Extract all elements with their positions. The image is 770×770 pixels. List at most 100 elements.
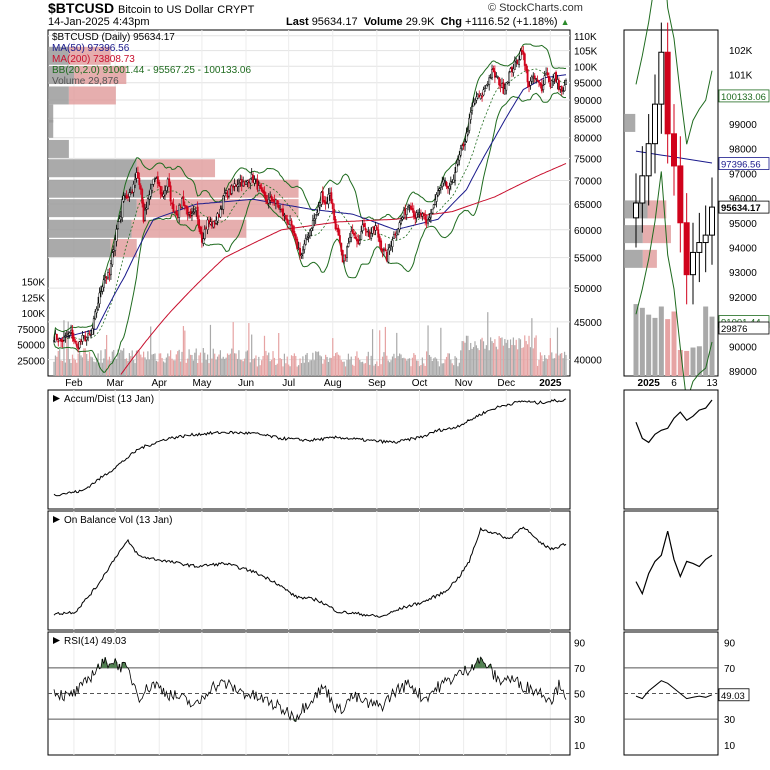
candle-body (300, 254, 303, 257)
candle-body (392, 234, 395, 240)
candle-body (401, 217, 404, 220)
volume-bar (226, 353, 229, 376)
obv-label: On Balance Vol (13 Jan) (64, 515, 172, 526)
price-tick-label: 45000 (574, 318, 602, 329)
volume-bar (383, 352, 385, 376)
volume-bar (423, 363, 425, 376)
volume-bar (245, 351, 247, 376)
candle-body (466, 131, 469, 135)
volume-bar (357, 357, 359, 376)
candle-body (178, 204, 181, 218)
volume-bar (204, 352, 206, 376)
zoom-price-tick: 101K (729, 70, 753, 81)
candle-body (565, 80, 567, 85)
panel-arrow-icon (53, 516, 60, 523)
volume-bar (561, 352, 563, 376)
candle-body (384, 248, 387, 252)
symbol: $BTCUSD (48, 0, 115, 16)
volume-bar (350, 356, 352, 376)
candle-body (519, 50, 522, 60)
candle-body (163, 190, 166, 196)
volume-bar (490, 337, 492, 376)
volume-bar (491, 341, 493, 376)
volume-bar (117, 349, 119, 376)
volume-bar (94, 362, 96, 376)
candle-body (536, 79, 539, 82)
rsi-label: RSI(14) 49.03 (64, 636, 127, 647)
volume-bar (433, 358, 435, 376)
rsi-overbought-fill (101, 658, 104, 668)
volume-bar (276, 363, 278, 376)
candle-body (543, 75, 546, 85)
volume-bar (64, 362, 66, 376)
candle-body (296, 238, 299, 249)
zoom-volume-bar (703, 306, 709, 376)
month-tick-label: Aug (324, 378, 342, 389)
candle-body (196, 206, 199, 220)
volume-tick-label: 25000 (17, 356, 45, 367)
candle-body (492, 68, 495, 73)
volume-bar (222, 356, 224, 376)
volume-by-price-bar (74, 66, 127, 85)
rsi-overbought-fill (111, 663, 114, 668)
candle-body (119, 216, 122, 221)
volume-bar (430, 356, 432, 376)
volume-bar (272, 351, 274, 376)
volume-bar (492, 342, 495, 376)
zoom-value-tag (718, 89, 770, 103)
candle-body (488, 77, 491, 85)
candle-body (55, 334, 58, 341)
candle-body (555, 71, 557, 82)
candle-body (513, 60, 516, 70)
month-tick-label: Feb (65, 378, 83, 389)
volume-bar (198, 355, 200, 376)
volume-bar (288, 364, 290, 376)
volume-bar (447, 353, 449, 376)
volume-bar (192, 360, 194, 376)
candle-body (215, 220, 218, 224)
zoom-value-tag (718, 321, 770, 335)
volume-by-price-bar (48, 86, 69, 105)
volume-bar (315, 351, 317, 376)
volume-bar (327, 361, 330, 376)
candle-body (200, 231, 203, 243)
volume-tick-label: 125K (22, 293, 46, 304)
volume-bar (312, 352, 314, 376)
volume-bar (551, 352, 553, 376)
volume-bar (221, 358, 223, 376)
zoom-candle-body (658, 51, 665, 105)
candle-body (560, 86, 563, 92)
volume-bar (555, 353, 557, 376)
candle-body (95, 308, 98, 314)
candle-body (346, 246, 348, 258)
zoom-candle-body (690, 251, 696, 276)
candle-body (464, 141, 466, 145)
volume-bar (426, 351, 428, 376)
candle-body (313, 218, 316, 221)
candle-body (449, 181, 452, 186)
zoom-rsi-tick: 90 (724, 638, 736, 649)
candle-body (334, 218, 337, 230)
volume-bar (359, 359, 361, 376)
volume-bar (266, 355, 268, 376)
main-price-panel: 110K 105K 100K 95000 90000 85000 80000 75000 700… (17, 29, 602, 389)
volume-bar (411, 357, 413, 376)
volume-bar (120, 349, 122, 376)
candle-body (260, 187, 263, 191)
volume-bar (552, 358, 554, 376)
volume-bar (310, 360, 313, 376)
volume-bar (289, 366, 291, 376)
volume-bar (61, 360, 64, 376)
volume-bar (91, 357, 93, 376)
zoom-price-tick: 92000 (729, 293, 757, 304)
volume-bar (84, 348, 86, 376)
volume-bar (420, 365, 422, 376)
volume-bar (354, 356, 357, 376)
volume-bar (340, 360, 342, 376)
zoom-price-tick: 94000 (729, 243, 757, 254)
up-triangle-icon: ▲ (560, 17, 570, 27)
volume-bar (231, 348, 233, 376)
volume-bar (467, 335, 469, 376)
volume-bar (472, 347, 475, 376)
volume-bar (143, 351, 145, 376)
